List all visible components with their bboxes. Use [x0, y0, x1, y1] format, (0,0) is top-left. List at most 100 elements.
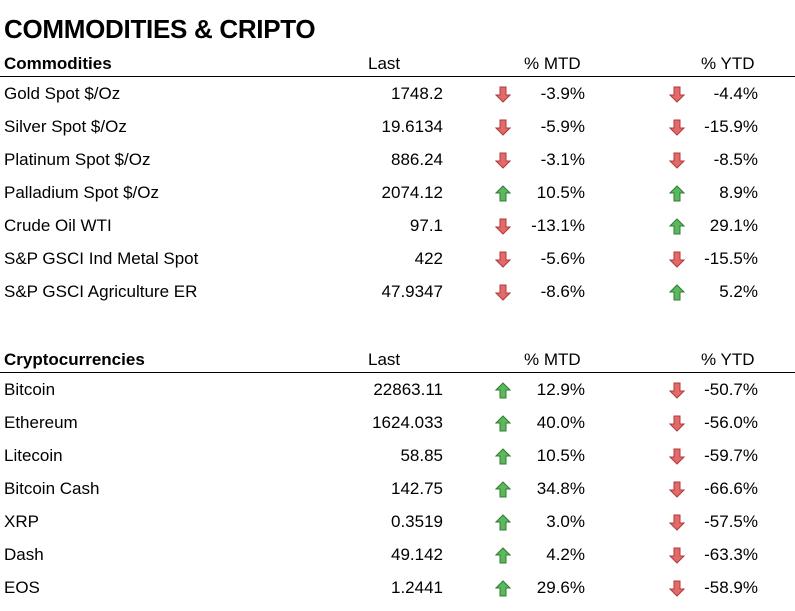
table-row: S&P GSCI Agriculture ER 47.9347 -8.6% 5.2%: [0, 275, 795, 308]
row-mtd: 12.9%: [536, 380, 585, 399]
arrow-down-icon: [495, 86, 511, 103]
arrow-down-icon: [669, 415, 685, 432]
table-body: Gold Spot $/Oz 1748.2 -3.9% -4.4% Silver Spo…: [0, 77, 795, 308]
table-row: Gold Spot $/Oz 1748.2 -3.9% -4.4%: [0, 77, 795, 110]
row-ytd: -56.0%: [704, 413, 758, 432]
table-body: Bitcoin 22863.11 12.9% -50.7% Ethereum 1624.0…: [0, 373, 795, 604]
row-mtd: 40.0%: [536, 413, 585, 432]
arrow-down-icon: [495, 152, 511, 169]
row-ytd: 8.9%: [719, 183, 758, 202]
arrow-down-icon: [669, 119, 685, 136]
arrow-up-icon: [669, 218, 685, 235]
arrow-down-icon: [495, 251, 511, 268]
row-ytd: -4.4%: [713, 84, 758, 103]
header-ytd: % YTD: [701, 54, 755, 73]
row-name: Silver Spot $/Oz: [4, 117, 127, 136]
arrow-down-icon: [669, 152, 685, 169]
row-ytd: -59.7%: [704, 446, 758, 465]
header-last: Last: [368, 54, 401, 73]
row-name: EOS: [4, 578, 40, 597]
row-last: 97.1: [409, 216, 443, 235]
row-last: 142.75: [391, 479, 443, 498]
row-last: 1748.2: [391, 84, 443, 103]
row-ytd: -8.5%: [713, 150, 758, 169]
table-row: Dash 49.142 4.2% -63.3%: [0, 538, 795, 571]
row-ytd: -57.5%: [704, 512, 758, 531]
row-mtd: 4.2%: [546, 545, 585, 564]
row-name: Gold Spot $/Oz: [4, 84, 121, 103]
arrow-down-icon: [669, 251, 685, 268]
arrow-down-icon: [495, 284, 511, 301]
page-title: COMMODITIES & CRIPTO: [4, 14, 316, 44]
arrow-up-icon: [495, 185, 511, 202]
arrow-up-icon: [495, 448, 511, 465]
arrow-down-icon: [669, 547, 685, 564]
row-ytd: 29.1%: [709, 216, 758, 235]
table-row: XRP 0.3519 3.0% -57.5%: [0, 505, 795, 538]
row-ytd: -63.3%: [704, 545, 758, 564]
row-mtd: -13.1%: [531, 216, 585, 235]
row-mtd: -3.1%: [540, 150, 585, 169]
table-row: S&P GSCI Ind Metal Spot 422 -5.6% -15.5%: [0, 242, 795, 275]
arrow-down-icon: [669, 382, 685, 399]
arrow-up-icon: [669, 185, 685, 202]
row-last: 2074.12: [381, 183, 443, 202]
table-row: Crude Oil WTI 97.1 -13.1% 29.1%: [0, 209, 795, 242]
row-mtd: 29.6%: [536, 578, 585, 597]
row-name: Bitcoin: [4, 380, 56, 399]
row-mtd: -5.6%: [540, 249, 585, 268]
table-row: Bitcoin Cash 142.75 34.8% -66.6%: [0, 472, 795, 505]
header-name: Commodities: [4, 54, 112, 73]
header-mtd: % MTD: [524, 54, 581, 73]
arrow-up-icon: [495, 514, 511, 531]
row-name: Crude Oil WTI: [4, 216, 112, 235]
arrow-down-icon: [669, 514, 685, 531]
arrow-up-icon: [669, 284, 685, 301]
row-last: 58.85: [400, 446, 443, 465]
arrow-up-icon: [495, 580, 511, 597]
header-ytd: % YTD: [701, 350, 755, 369]
row-name: Ethereum: [4, 413, 78, 432]
row-ytd: -15.9%: [704, 117, 758, 136]
table-row: Silver Spot $/Oz 19.6134 -5.9% -15.9%: [0, 110, 795, 143]
row-last: 422: [414, 249, 443, 268]
row-mtd: 3.0%: [546, 512, 585, 531]
row-mtd: 10.5%: [536, 446, 585, 465]
header-name: Cryptocurrencies: [4, 350, 145, 369]
row-ytd: -50.7%: [704, 380, 758, 399]
row-last: 1.2441: [391, 578, 443, 597]
arrow-down-icon: [669, 580, 685, 597]
arrow-up-icon: [495, 415, 511, 432]
commodities-table: Commodities Last % MTD % YTD Gold Spot $…: [0, 52, 795, 308]
row-mtd: -8.6%: [540, 282, 585, 301]
table-row: Ethereum 1624.033 40.0% -56.0%: [0, 406, 795, 439]
row-ytd: -66.6%: [704, 479, 758, 498]
arrow-down-icon: [669, 481, 685, 498]
header-last: Last: [368, 350, 401, 369]
row-ytd: 5.2%: [719, 282, 758, 301]
table-header: Commodities Last % MTD % YTD: [0, 52, 795, 77]
arrow-down-icon: [495, 119, 511, 136]
row-mtd: 10.5%: [536, 183, 585, 202]
row-name: Dash: [4, 545, 44, 564]
row-last: 19.6134: [381, 117, 443, 136]
row-name: Litecoin: [4, 446, 63, 465]
row-name: Palladium Spot $/Oz: [4, 183, 159, 202]
row-name: S&P GSCI Agriculture ER: [4, 282, 198, 301]
row-last: 22863.11: [373, 380, 443, 399]
arrow-down-icon: [669, 448, 685, 465]
table-row: EOS 1.2441 29.6% -58.9%: [0, 571, 795, 604]
row-last: 49.142: [391, 545, 443, 564]
table-row: Litecoin 58.85 10.5% -59.7%: [0, 439, 795, 472]
table-row: Platinum Spot $/Oz 886.24 -3.1% -8.5%: [0, 143, 795, 176]
row-name: Platinum Spot $/Oz: [4, 150, 151, 169]
arrow-up-icon: [495, 382, 511, 399]
row-mtd: -5.9%: [540, 117, 585, 136]
row-name: Bitcoin Cash: [4, 479, 100, 498]
row-mtd: -3.9%: [540, 84, 585, 103]
row-name: XRP: [4, 512, 39, 531]
row-ytd: -15.5%: [704, 249, 758, 268]
arrow-up-icon: [495, 547, 511, 564]
row-mtd: 34.8%: [536, 479, 585, 498]
arrow-up-icon: [495, 481, 511, 498]
